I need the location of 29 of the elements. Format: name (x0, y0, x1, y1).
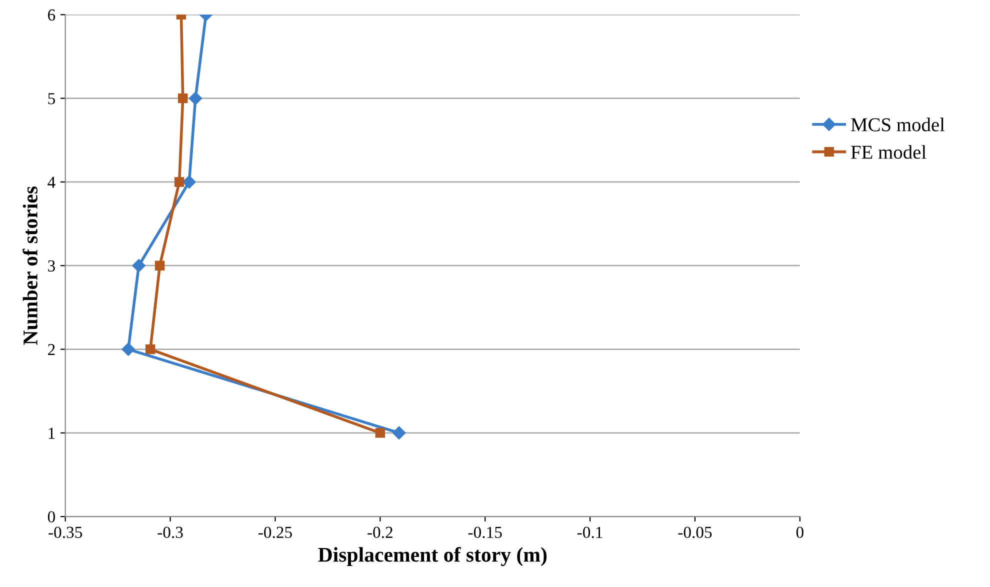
x-tick-label: -0.25 (258, 526, 292, 538)
point (132, 259, 146, 272)
y-tick-label: 3 (48, 260, 55, 272)
point (392, 426, 406, 440)
legend-label: FE model (851, 145, 926, 159)
point (178, 93, 188, 104)
x-tick-label: -0.35 (48, 526, 82, 538)
x-axis-title: Displacement of story (m) (318, 546, 547, 566)
point (145, 344, 156, 354)
point (188, 92, 202, 105)
legend-label: MCS model (851, 118, 945, 132)
point (154, 260, 165, 270)
y-tick-label: 5 (48, 93, 55, 104)
point (375, 428, 386, 438)
y-axis-title: Number of stories (22, 186, 38, 345)
y-tick-label: 6 (48, 9, 56, 21)
x-tick-label: -0.3 (158, 526, 183, 538)
x-tick-label: -0.2 (368, 526, 392, 538)
x-tick-label: -0.15 (468, 526, 502, 538)
y-tick-label: 1 (48, 428, 55, 439)
point (122, 342, 135, 356)
y-tick-label: 0 (48, 511, 55, 523)
point (174, 177, 184, 187)
point (182, 175, 196, 189)
x-tick-label: 0 (796, 526, 804, 538)
x-tick-label: -0.05 (678, 526, 712, 538)
y-tick-label: 4 (48, 176, 56, 188)
x-tick-label: -0.1 (577, 526, 602, 538)
y-tick-label: 2 (48, 344, 55, 356)
